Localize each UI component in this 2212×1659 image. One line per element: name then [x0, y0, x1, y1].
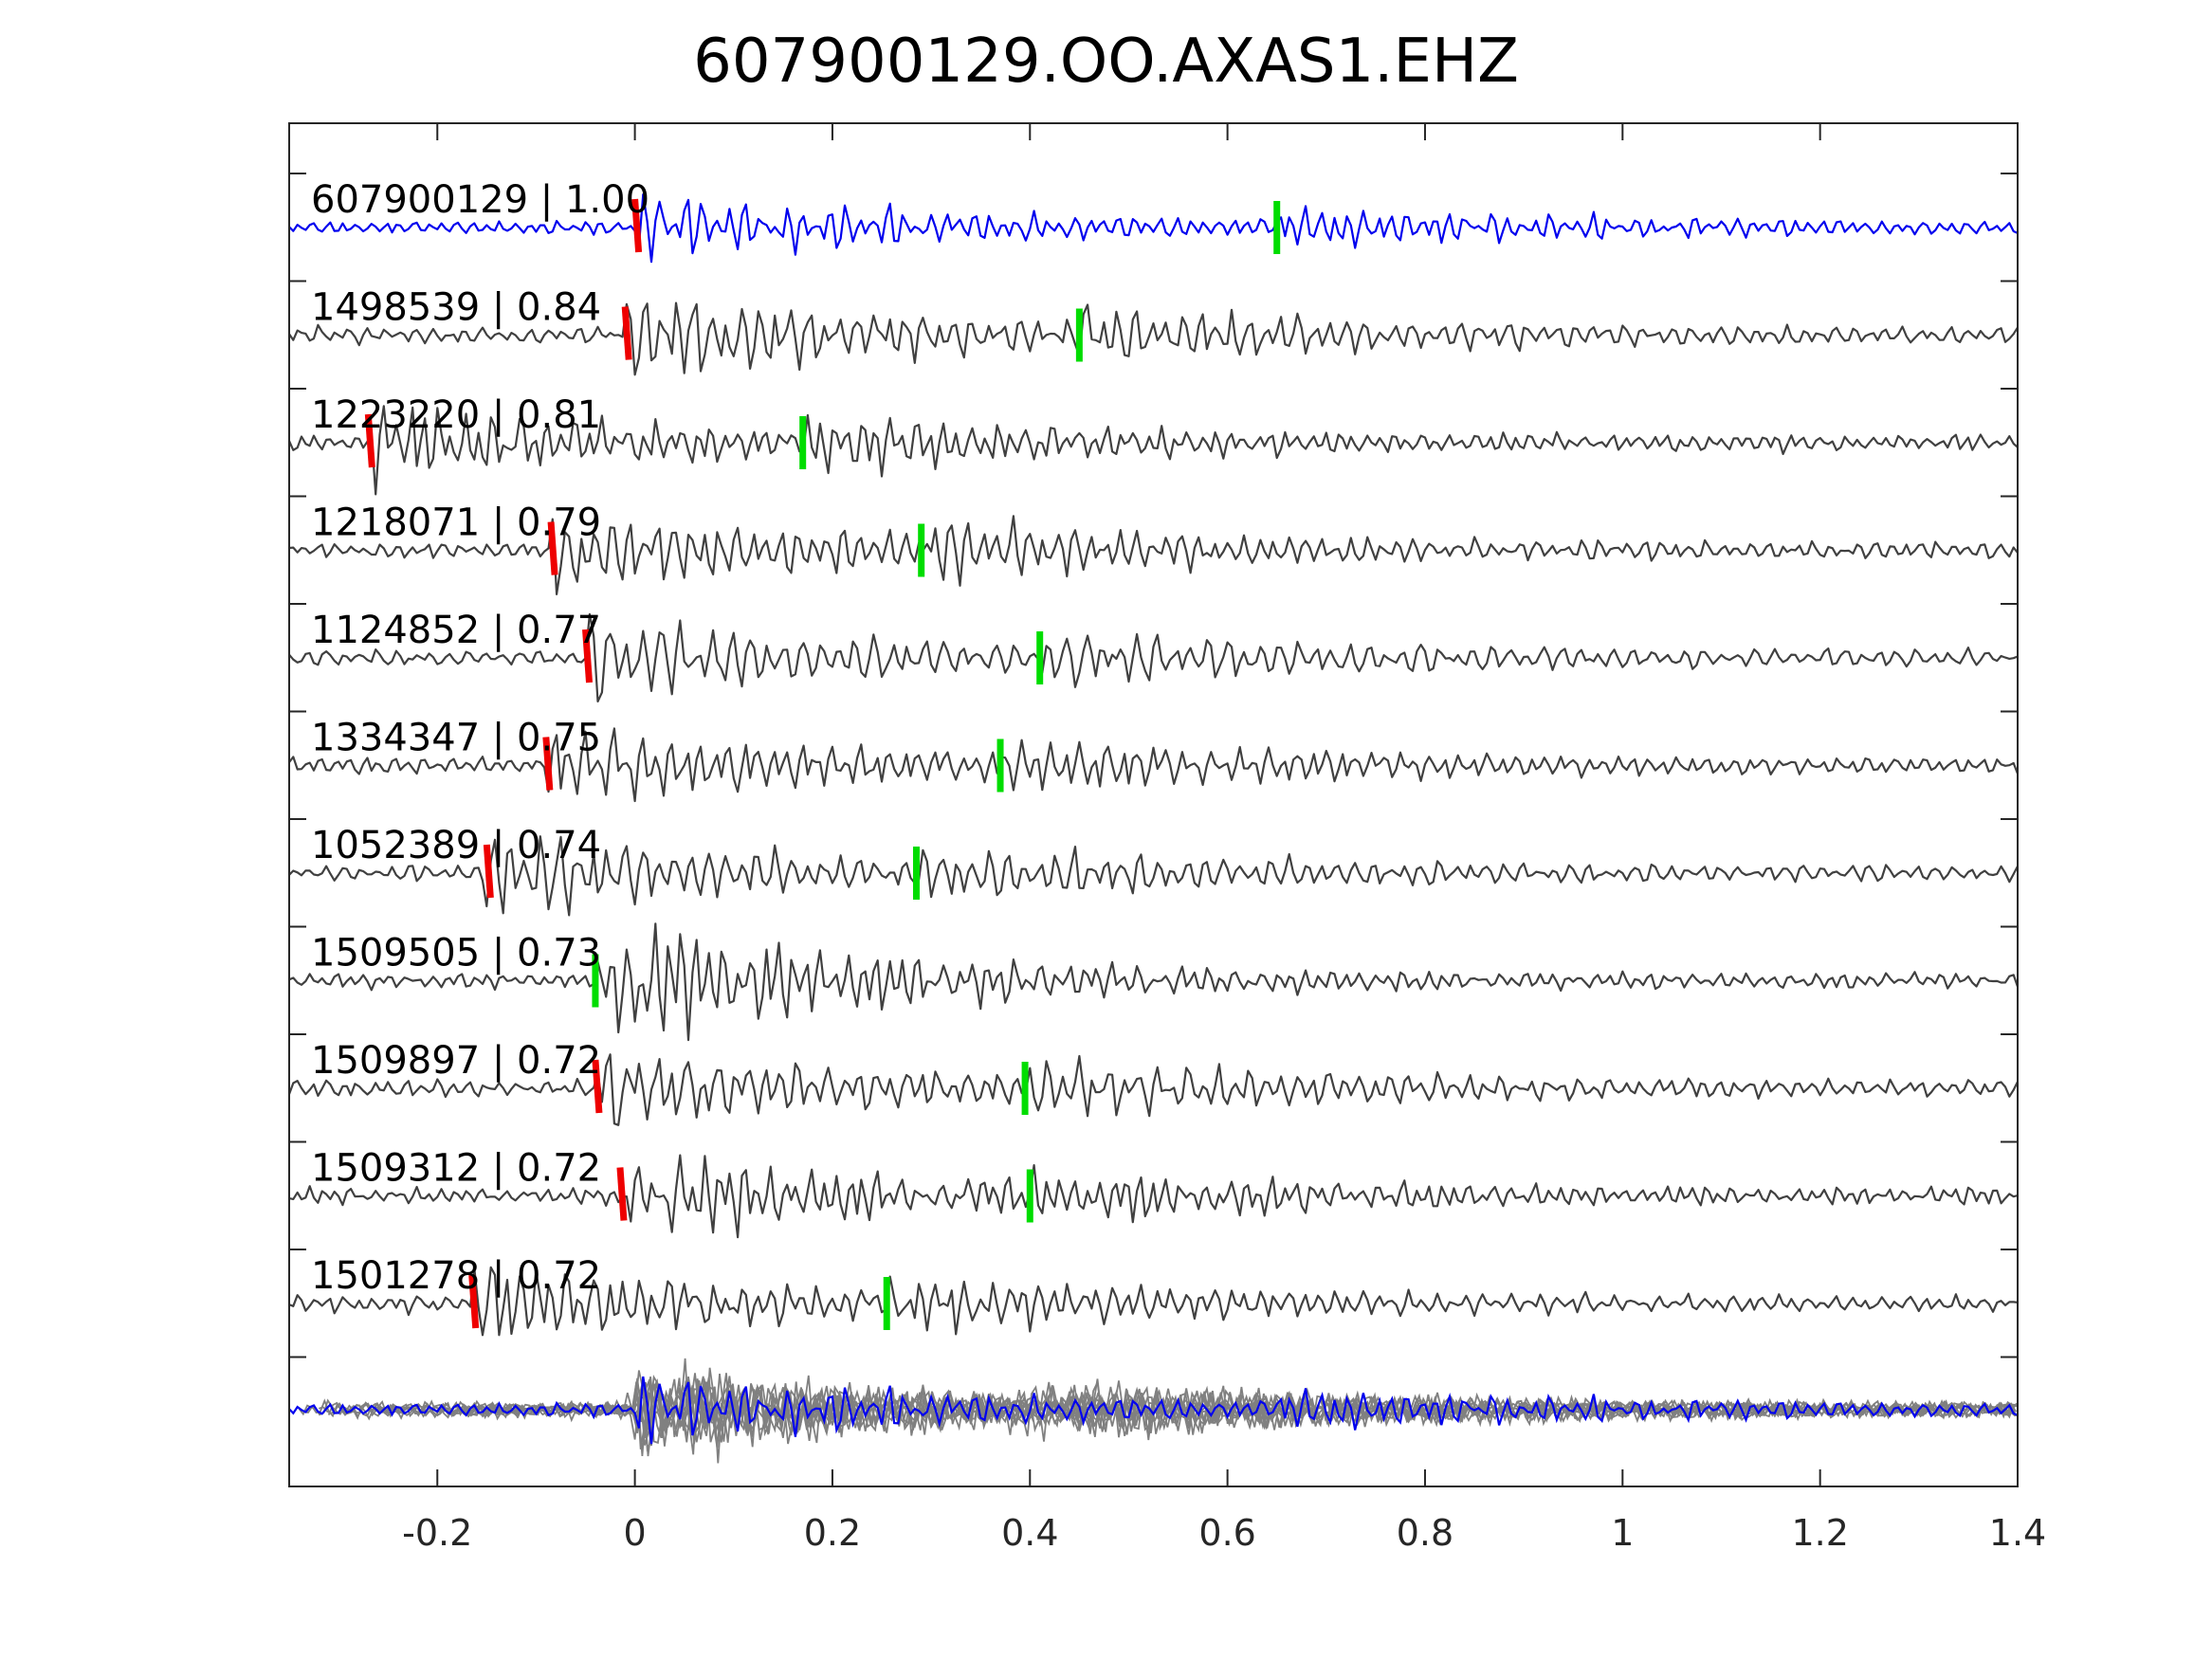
x-tick-label: -0.2	[402, 1512, 472, 1554]
trace-label-1509897: 1509897 | 0.72	[311, 1039, 601, 1083]
trace-label-1052389: 1052389 | 0.74	[311, 824, 601, 867]
p-pick-marker-1509897	[592, 1059, 603, 1114]
trace-label-1509312: 1509312 | 0.72	[311, 1147, 601, 1191]
chart-title: 607900129.OO.AXAS1.EHZ	[693, 27, 1519, 97]
p-pick-marker-1501278	[468, 1274, 480, 1329]
p-pick-marker-1218071	[547, 521, 558, 575]
stack-trace-1501278	[451, 1374, 2017, 1439]
p-pick-marker-1052389	[483, 844, 494, 899]
x-tick-label: 1.2	[1791, 1512, 1848, 1554]
trace-label-1334347: 1334347 | 0.75	[311, 717, 601, 760]
picks-layer	[364, 198, 1281, 1330]
waveform-trace-1509312	[288, 1154, 2019, 1239]
waveform-trace-1509505	[288, 922, 2020, 1042]
trace-label-1509505: 1509505 | 0.73	[311, 932, 601, 975]
trace-label-1218071: 1218071 | 0.79	[311, 501, 601, 545]
x-tick-label: 0.6	[1198, 1512, 1255, 1554]
p-pick-marker-1124852	[582, 629, 594, 684]
waveform-trace-1223220	[287, 405, 2019, 496]
trace-label-1223220: 1223220 | 0.81	[311, 393, 601, 437]
trace-label-1124852: 1124852 | 0.77	[311, 609, 601, 652]
x-tick-label: 1	[1611, 1512, 1634, 1554]
waveform-trace-1509897	[287, 1053, 2019, 1126]
stack-trace-1052389	[436, 1376, 2019, 1449]
waveform-trace-1124852	[288, 612, 2019, 702]
axes-frame	[288, 122, 2019, 1487]
trace-label-1498539: 1498539 | 0.84	[311, 286, 601, 330]
p-pick-marker-607900129	[631, 198, 643, 253]
waveform-trace-1052389	[288, 835, 2019, 917]
x-tick-label: 0.2	[804, 1512, 861, 1554]
trace-label-607900129: 607900129 | 1.00	[311, 178, 649, 222]
traces-layer	[287, 193, 2020, 1464]
p-pick-marker-1509312	[616, 1167, 628, 1221]
x-tick-label: 0.4	[1001, 1512, 1058, 1554]
p-pick-marker-1223220	[364, 413, 375, 468]
x-tick-label: 0	[624, 1512, 647, 1554]
trace-label-1501278: 1501278 | 0.72	[311, 1254, 601, 1298]
waveform-trace-1501278	[288, 1266, 2019, 1337]
labels-layer: 607900129 | 1.00 1498539 | 0.84 1223220 | …	[311, 178, 649, 1298]
x-tick-label: 0.8	[1397, 1512, 1453, 1554]
stack-trace-reference	[288, 1376, 2019, 1445]
p-pick-marker-1498539	[621, 306, 632, 360]
waveform-trace-1334347	[288, 727, 2020, 803]
waveform-trace-1218071	[288, 515, 2019, 595]
axes-layer: -0.2 0 0.2 0.4 0.6 0.8 1 1.2 1.4	[288, 122, 2046, 1554]
waveform-trace-607900129	[288, 193, 2019, 264]
waveform-trace-1498539	[288, 301, 2019, 376]
x-tick-label: 1.4	[1989, 1512, 2046, 1554]
p-pick-marker-1334347	[542, 737, 554, 791]
